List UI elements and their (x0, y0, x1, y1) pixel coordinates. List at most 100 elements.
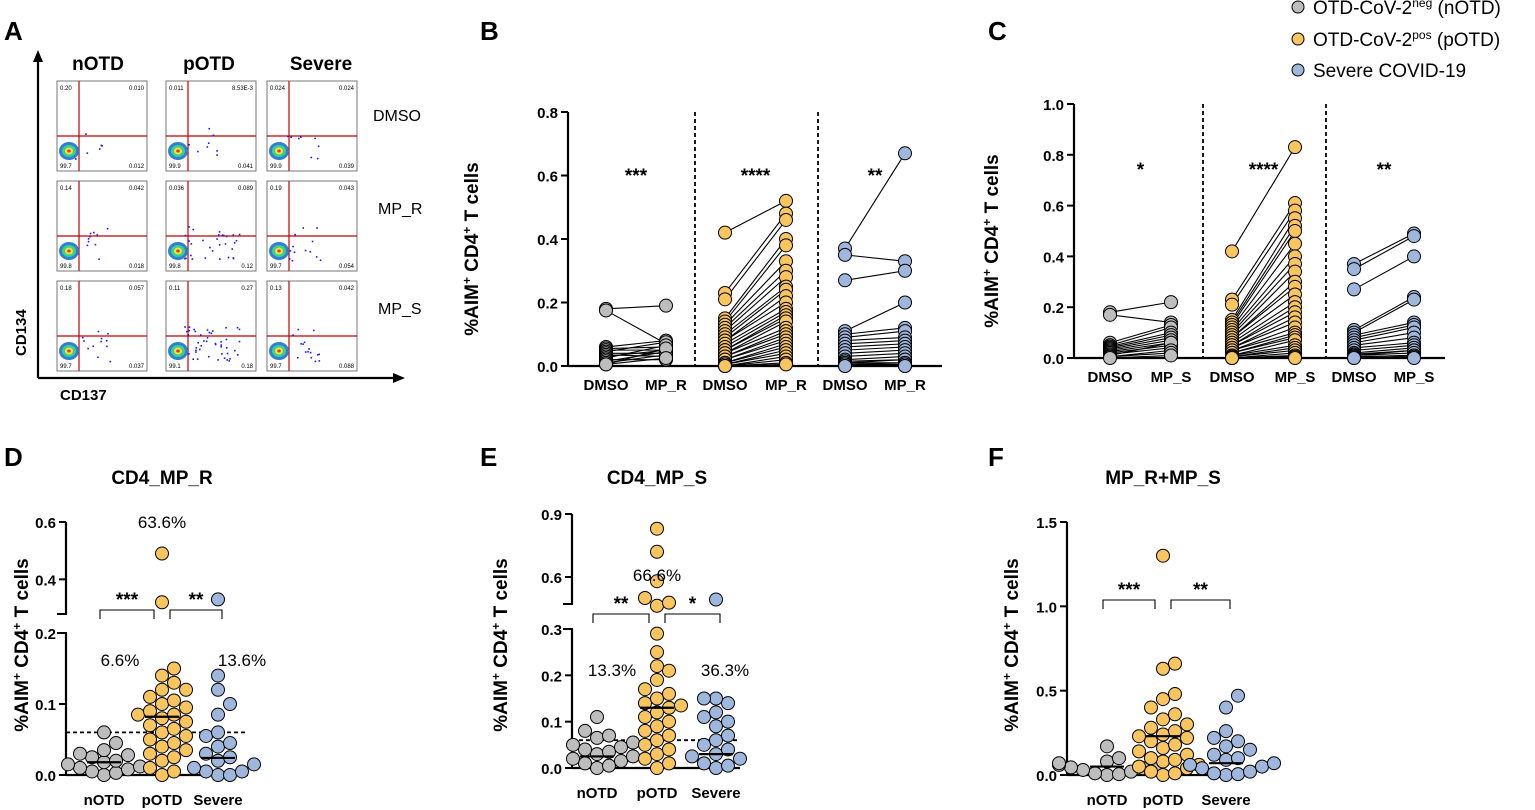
data-point (1132, 744, 1146, 759)
flow-quadrant-lr: 0.041 (238, 164, 254, 170)
y-tick-label: 0.2 (541, 668, 562, 685)
data-point (674, 698, 688, 713)
paired-line (1231, 286, 1296, 339)
paired-line (1231, 202, 1296, 300)
paired-line (724, 219, 787, 300)
paired-line (605, 344, 667, 359)
paired-line (724, 200, 787, 234)
data-point (1207, 747, 1221, 762)
x-tick-label: DMSO (1332, 369, 1377, 386)
data-point (638, 710, 652, 725)
y-tick-label: 0.2 (1043, 300, 1064, 317)
data-point (1180, 717, 1194, 732)
flow-event-dot (302, 227, 305, 229)
data-point-dmso (1103, 307, 1117, 322)
flow-event-dot (92, 345, 95, 348)
flow-quadrant-ur: 8.53E-3 (232, 86, 254, 92)
data-point-stim (1407, 292, 1421, 307)
flow-event-dot (217, 234, 220, 236)
flow-quadrant-lr: 0.18 (241, 364, 253, 370)
flow-event-dot (192, 228, 195, 231)
data-point (1112, 767, 1126, 782)
flow-plot-box (56, 80, 148, 172)
data-point (1112, 751, 1126, 766)
data-point (1132, 759, 1146, 774)
data-point-stim (779, 193, 793, 208)
data-point (167, 736, 181, 751)
flow-event-dot (314, 360, 317, 363)
paired-line (844, 254, 906, 262)
y-tick-label: 0.0 (35, 768, 56, 785)
legend-marker-severe (1291, 63, 1305, 77)
y-tick-label: 0.6 (537, 169, 558, 186)
data-point (650, 626, 664, 641)
flow-event-dot (205, 340, 208, 343)
flow-row-mp-s: MP_S (378, 301, 422, 318)
x-tick-label: DMSO (1210, 369, 1255, 386)
data-point (167, 721, 181, 736)
flow-event-dot (317, 354, 319, 356)
flow-event-dot (228, 360, 231, 362)
y-tick-label: 0.4 (537, 232, 559, 249)
flow-event-dot (204, 257, 207, 259)
paired-line (844, 327, 906, 335)
flow-event-dot (304, 351, 307, 353)
data-point (211, 707, 225, 722)
paired-line (1109, 337, 1172, 350)
data-point (650, 691, 664, 706)
flow-event-dot (310, 356, 313, 359)
data-point (1156, 692, 1170, 707)
flow-event-dot (185, 257, 187, 260)
data-point (143, 732, 157, 747)
data-point (1168, 766, 1182, 781)
chart-b: 0.0 0.2 0.4 0.6 0.8 %AIM+ CD4+ T cells DMSO MP_… (460, 105, 942, 394)
data-point (590, 761, 604, 775)
data-point (167, 675, 181, 690)
paired-line (724, 276, 787, 332)
paired-line (724, 308, 787, 345)
flow-event-dot (206, 337, 209, 339)
flow-event-dot (97, 330, 100, 333)
data-point (1156, 712, 1170, 727)
significance-label: **** (1249, 160, 1279, 181)
flow-event-dot (86, 152, 89, 154)
paired-line (1353, 347, 1415, 354)
paired-line (724, 289, 787, 338)
flow-event-dot (222, 234, 225, 237)
data-point (602, 744, 616, 759)
x-tick-label: Severe (193, 792, 242, 809)
data-point-stim (1164, 348, 1178, 363)
data-point (1231, 734, 1245, 749)
chart-e: CD4_MP_S 0.0 0.1 0.2 0.3 0.6 0.9 %AIM+ CD4+ T c… (489, 468, 749, 802)
flow-event-dot (193, 328, 195, 331)
data-point (73, 746, 87, 761)
paired-line (1231, 327, 1296, 351)
flow-event-dot (200, 344, 203, 347)
data-point (211, 682, 225, 697)
comparison-significance: *** (1118, 580, 1141, 601)
flow-event-dot (294, 233, 296, 236)
paired-line (1353, 337, 1415, 346)
paired-line (605, 309, 667, 345)
flow-event-dot (206, 329, 209, 331)
paired-line (1109, 334, 1172, 349)
flow-event-dot (289, 250, 292, 252)
flow-population-peak (277, 149, 281, 153)
flow-event-dot (184, 257, 186, 260)
data-point-dmso (838, 359, 852, 373)
flow-event-dot (318, 353, 321, 356)
flow-event-dot (192, 358, 194, 360)
data-point (1100, 768, 1114, 782)
data-point (155, 768, 169, 782)
data-point (1219, 724, 1233, 739)
flow-y-arrow-icon (33, 50, 43, 62)
paired-line (1353, 296, 1415, 331)
legend-marker-potd (1291, 32, 1305, 46)
flow-event-dot (316, 157, 319, 160)
flow-event-dot (310, 156, 313, 159)
paired-line (724, 352, 787, 365)
chart-f: MP_R+MP_S 0.0 0.5 1.0 1.5 %AIM+ CD4+ T cells n… (1000, 468, 1281, 809)
flow-event-dot (315, 256, 318, 258)
data-point (167, 707, 181, 722)
flow-row-mp-r: MP_R (378, 201, 422, 218)
